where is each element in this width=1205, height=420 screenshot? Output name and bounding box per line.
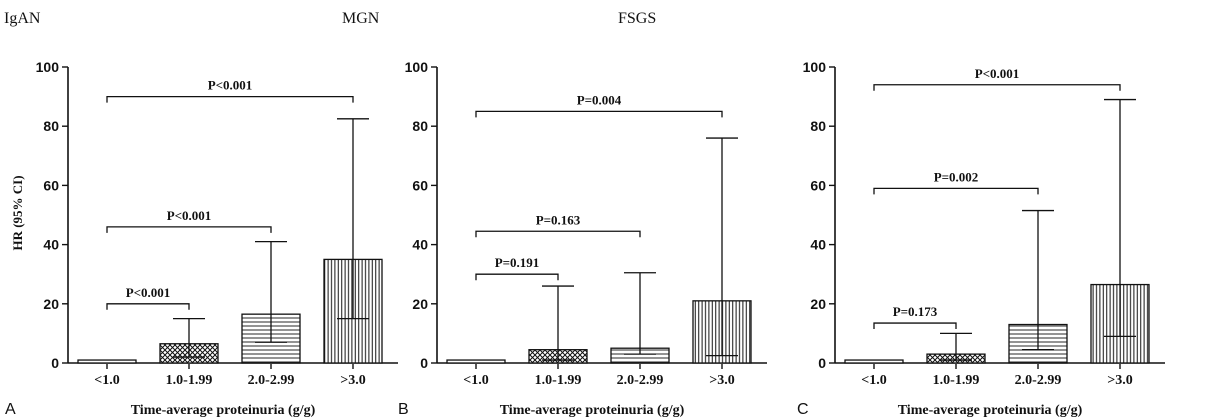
x-tick-label: 2.0-2.99 [617,373,664,388]
panel-marker: C [797,401,809,418]
y-tick-label: 80 [810,118,826,134]
group-title-fsgs: FSGS [618,10,656,27]
y-tick-label: 60 [43,177,59,193]
p-value-label: P=0.191 [495,255,540,270]
significance-bracket [475,230,641,238]
y-tick-label: 100 [405,59,429,75]
y-tick-label: 100 [36,59,60,75]
panel-marker: A [5,401,16,418]
x-tick-label: <1.0 [94,373,119,388]
p-value-label: P<0.001 [208,78,253,93]
bar [446,359,506,364]
p-value-label: P<0.001 [126,285,171,300]
y-tick-label: 60 [810,177,826,193]
x-axis-label: Time-average proteinuria (g/g) [131,403,316,418]
p-value-label: P=0.173 [893,304,938,319]
x-tick-label: <1.0 [463,373,488,388]
bar [844,359,904,364]
group-title-mgn: MGN [342,10,380,27]
p-value-label: P=0.163 [536,212,581,227]
x-tick-label: 2.0-2.99 [1015,373,1062,388]
y-tick-label: 100 [803,59,827,75]
x-tick-label: >3.0 [340,373,365,388]
x-axis-label: Time-average proteinuria (g/g) [500,403,685,418]
significance-bracket [873,322,957,330]
p-value-label: P<0.001 [167,208,212,223]
y-tick-label: 0 [51,355,59,371]
p-value-label: P=0.004 [577,92,622,107]
p-value-label: P=0.002 [934,169,979,184]
y-tick-label: 20 [810,296,826,312]
y-tick-label: 20 [43,296,59,312]
y-tick-label: 20 [412,296,428,312]
x-tick-label: 1.0-1.99 [933,373,980,388]
y-tick-label: 40 [43,237,59,253]
y-axis-label: HR (95% CI) [10,175,25,250]
y-tick-label: 0 [420,355,428,371]
y-tick-label: 40 [810,237,826,253]
significance-bracket [106,95,354,103]
x-tick-label: 2.0-2.99 [248,373,295,388]
x-tick-label: >3.0 [1107,373,1132,388]
x-axis-label: Time-average proteinuria (g/g) [898,403,1083,418]
y-tick-label: 80 [412,118,428,134]
significance-bracket [106,226,272,233]
significance-bracket [873,187,1039,195]
x-tick-label: >3.0 [709,373,734,388]
bar [77,359,137,364]
x-tick-label: <1.0 [861,373,886,388]
y-tick-label: 0 [818,355,826,371]
panel-marker: B [398,401,409,418]
significance-bracket [873,84,1121,91]
significance-bracket [106,303,190,310]
x-tick-label: 1.0-1.99 [535,373,582,388]
y-tick-label: 40 [412,237,428,253]
significance-bracket [475,273,559,281]
y-tick-label: 80 [43,118,59,134]
panel-a-chart: A 0 20 40 60 80 100 <1.0 1.0-1.99 2.0-2.99 >3.0 Tim… [5,59,398,418]
significance-bracket [475,110,723,118]
panel-c-chart: C 0 20 40 60 80 100 <1.0 1.0-1.99 2.0-2.99 >3.0 Tim… [797,59,1165,418]
x-tick-label: 1.0-1.99 [166,373,213,388]
y-tick-label: 60 [412,177,428,193]
panel-b-chart: B 0 20 40 60 80 100 <1.0 1.0-1.99 2.0-2.99 >3.0 Tim… [398,59,767,418]
group-title-igan: IgAN [4,10,41,27]
p-value-label: P<0.001 [975,66,1020,81]
